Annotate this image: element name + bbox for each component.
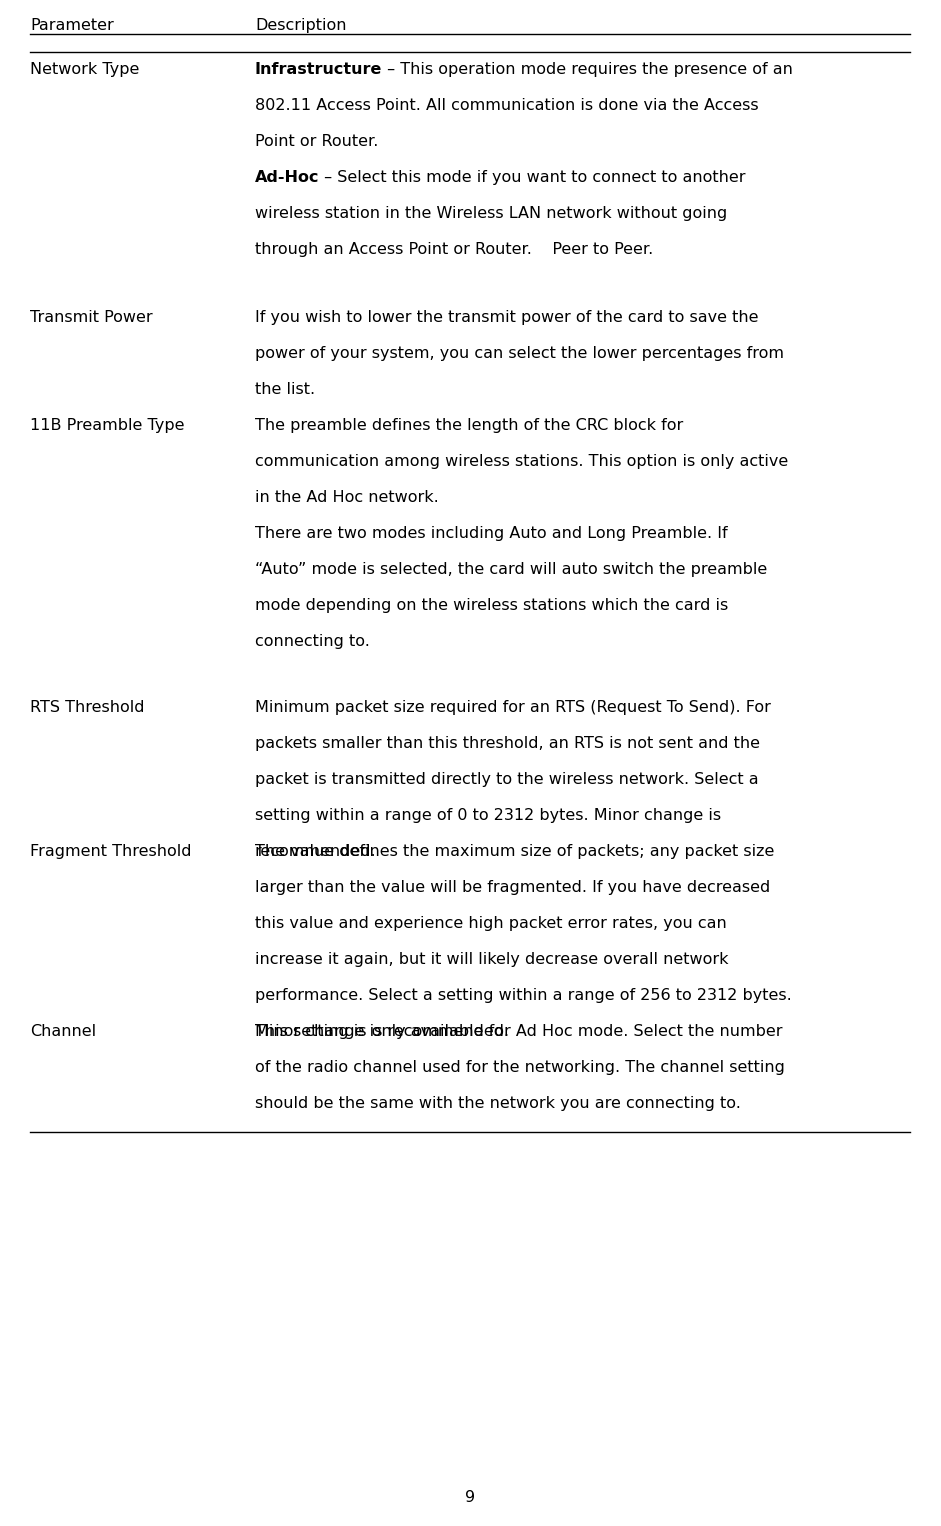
Text: Transmit Power: Transmit Power bbox=[30, 310, 152, 325]
Text: 9: 9 bbox=[466, 1489, 475, 1505]
Text: through an Access Point or Router.    Peer to Peer.: through an Access Point or Router. Peer … bbox=[255, 243, 653, 256]
Text: of the radio channel used for the networking. The channel setting: of the radio channel used for the networ… bbox=[255, 1061, 785, 1074]
Text: There are two modes including Auto and Long Preamble. If: There are two modes including Auto and L… bbox=[255, 526, 727, 542]
Text: Parameter: Parameter bbox=[30, 18, 114, 34]
Text: 802.11 Access Point. All communication is done via the Access: 802.11 Access Point. All communication i… bbox=[255, 98, 758, 113]
Text: This setting is only available for Ad Hoc mode. Select the number: This setting is only available for Ad Ho… bbox=[255, 1024, 783, 1039]
Text: recommended.: recommended. bbox=[255, 844, 376, 859]
Text: the list.: the list. bbox=[255, 382, 315, 397]
Text: setting within a range of 0 to 2312 bytes. Minor change is: setting within a range of 0 to 2312 byte… bbox=[255, 807, 721, 823]
Text: should be the same with the network you are connecting to.: should be the same with the network you … bbox=[255, 1096, 741, 1111]
Text: The preamble defines the length of the CRC block for: The preamble defines the length of the C… bbox=[255, 418, 683, 433]
Text: increase it again, but it will likely decrease overall network: increase it again, but it will likely de… bbox=[255, 952, 728, 967]
Text: 11B Preamble Type: 11B Preamble Type bbox=[30, 418, 184, 433]
Text: – This operation mode requires the presence of an: – This operation mode requires the prese… bbox=[382, 63, 793, 76]
Text: this value and experience high packet error rates, you can: this value and experience high packet er… bbox=[255, 916, 726, 931]
Text: – Select this mode if you want to connect to another: – Select this mode if you want to connec… bbox=[320, 169, 746, 185]
Text: larger than the value will be fragmented. If you have decreased: larger than the value will be fragmented… bbox=[255, 881, 771, 896]
Text: Ad-Hoc: Ad-Hoc bbox=[255, 169, 320, 185]
Text: mode depending on the wireless stations which the card is: mode depending on the wireless stations … bbox=[255, 598, 728, 613]
Text: Infrastructure: Infrastructure bbox=[255, 63, 382, 76]
Text: performance. Select a setting within a range of 256 to 2312 bytes.: performance. Select a setting within a r… bbox=[255, 987, 791, 1003]
Text: Point or Router.: Point or Router. bbox=[255, 134, 378, 150]
Text: wireless station in the Wireless LAN network without going: wireless station in the Wireless LAN net… bbox=[255, 206, 727, 221]
Text: packets smaller than this threshold, an RTS is not sent and the: packets smaller than this threshold, an … bbox=[255, 736, 760, 751]
Text: packet is transmitted directly to the wireless network. Select a: packet is transmitted directly to the wi… bbox=[255, 772, 758, 787]
Text: RTS Threshold: RTS Threshold bbox=[30, 700, 145, 716]
Text: Minimum packet size required for an RTS (Request To Send). For: Minimum packet size required for an RTS … bbox=[255, 700, 771, 716]
Text: Fragment Threshold: Fragment Threshold bbox=[30, 844, 192, 859]
Text: Channel: Channel bbox=[30, 1024, 96, 1039]
Text: “Auto” mode is selected, the card will auto switch the preamble: “Auto” mode is selected, the card will a… bbox=[255, 562, 767, 577]
Text: Description: Description bbox=[255, 18, 346, 34]
Text: Network Type: Network Type bbox=[30, 63, 139, 76]
Text: Minor change is recommended.: Minor change is recommended. bbox=[255, 1024, 509, 1039]
Text: connecting to.: connecting to. bbox=[255, 633, 370, 649]
Text: If you wish to lower the transmit power of the card to save the: If you wish to lower the transmit power … bbox=[255, 310, 758, 325]
Text: power of your system, you can select the lower percentages from: power of your system, you can select the… bbox=[255, 346, 784, 362]
Text: in the Ad Hoc network.: in the Ad Hoc network. bbox=[255, 490, 439, 505]
Text: The value defines the maximum size of packets; any packet size: The value defines the maximum size of pa… bbox=[255, 844, 774, 859]
Text: communication among wireless stations. This option is only active: communication among wireless stations. T… bbox=[255, 455, 789, 468]
